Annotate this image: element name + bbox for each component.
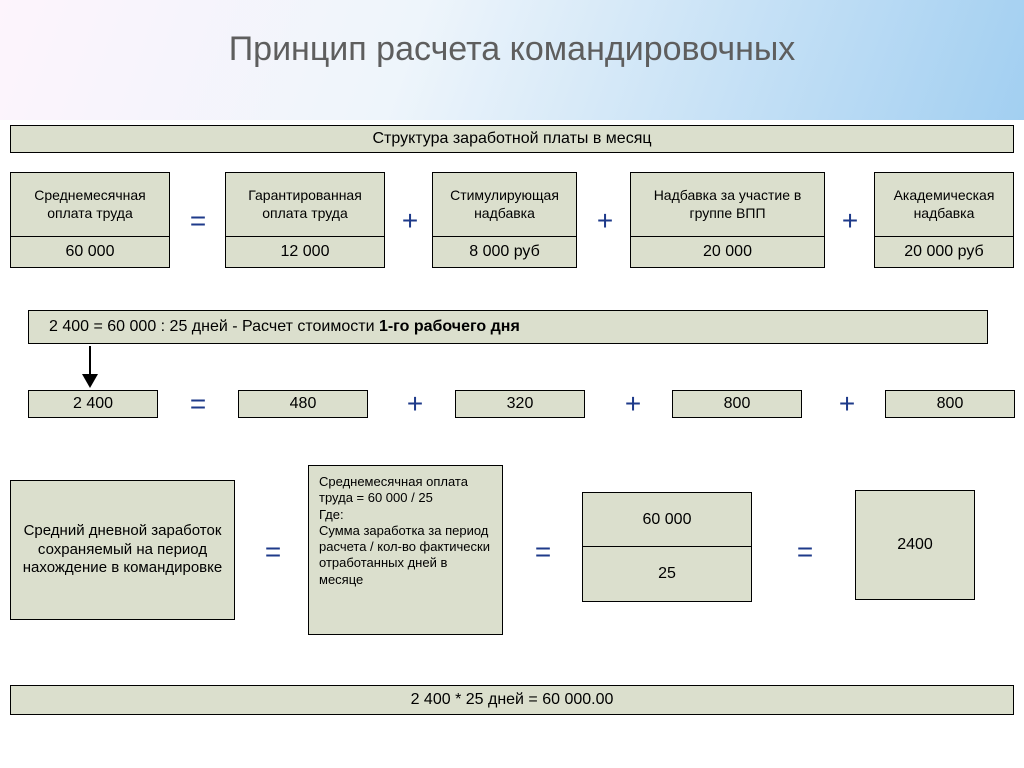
op-eq-4: = (528, 538, 558, 566)
op-plus-1: + (395, 207, 425, 235)
row2-v4: 800 (672, 390, 802, 418)
fraction-denominator: 25 (583, 547, 751, 601)
bottom-bar-text: 2 400 * 25 дней = 60 000.00 (411, 691, 614, 709)
calc-day-bar: 2 400 = 60 000 : 25 дней - Расчет стоимо… (28, 310, 988, 344)
box-academic-value: 20 000 руб (875, 237, 1013, 267)
box-stimulus-label: Стимулирующая надбавка (433, 173, 576, 237)
row2-v5: 800 (885, 390, 1015, 418)
fraction-box: 60 000 25 (582, 492, 752, 602)
fraction-numerator: 60 000 (583, 493, 751, 547)
box-avg-monthly-label: Среднемесячная оплата труда (11, 173, 169, 237)
box-stimulus: Стимулирующая надбавка 8 000 руб (432, 172, 577, 268)
op-eq-2: = (183, 390, 213, 418)
box-vpp: Надбавка за участие в группе ВПП 20 000 (630, 172, 825, 268)
page-title: Принцип расчета командировочных (0, 30, 1024, 69)
arrow-down-icon (80, 346, 100, 388)
op-eq-3: = (258, 538, 288, 566)
box-academic-label: Академическая надбавка (875, 173, 1013, 237)
bottom-bar: 2 400 * 25 дней = 60 000.00 (10, 685, 1014, 715)
row2-v1: 2 400 (28, 390, 158, 418)
op-plus-2: + (590, 207, 620, 235)
box-guaranteed-value: 12 000 (226, 237, 384, 267)
op-plus-5: + (618, 390, 648, 418)
op-eq-1: = (183, 207, 213, 235)
box-guaranteed: Гарантированная оплата труда 12 000 (225, 172, 385, 268)
op-plus-6: + (832, 390, 862, 418)
structure-header-bar: Структура заработной платы в месяц (10, 125, 1014, 153)
mid-text: Среднемесячная оплата труда = 60 000 / 2… (319, 474, 492, 588)
result-box: 2400 (855, 490, 975, 600)
structure-header-text: Структура заработной платы в месяц (372, 130, 651, 148)
box-guaranteed-label: Гарантированная оплата труда (226, 173, 384, 237)
calc-day-text: 2 400 = 60 000 : 25 дней - Расчет стоимо… (49, 318, 520, 336)
box-vpp-value: 20 000 (631, 237, 824, 267)
box-vpp-label: Надбавка за участие в группе ВПП (631, 173, 824, 237)
op-plus-3: + (835, 207, 865, 235)
box-stimulus-value: 8 000 руб (433, 237, 576, 267)
row2-v2: 480 (238, 390, 368, 418)
box-academic: Академическая надбавка 20 000 руб (874, 172, 1014, 268)
op-plus-4: + (400, 390, 430, 418)
mid-text-box: Среднемесячная оплата труда = 60 000 / 2… (308, 465, 503, 635)
avg-daily-label-box: Средний дневной заработок сохраняемый на… (10, 480, 235, 620)
row2-v3: 320 (455, 390, 585, 418)
box-avg-monthly-value: 60 000 (11, 237, 169, 267)
box-avg-monthly: Среднемесячная оплата труда 60 000 (10, 172, 170, 268)
op-eq-5: = (790, 538, 820, 566)
